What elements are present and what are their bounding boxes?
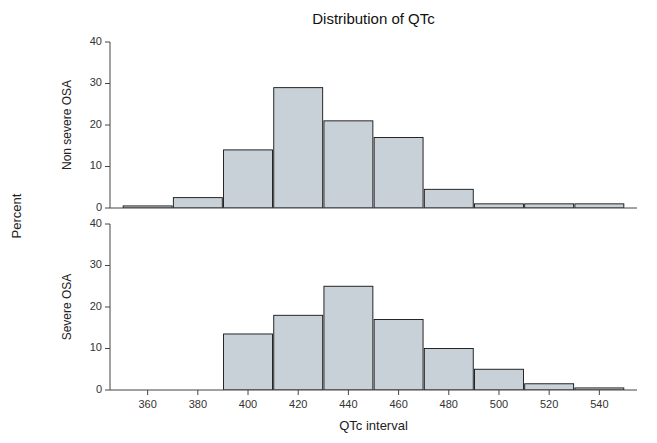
x-tick-label: 480 bbox=[440, 398, 458, 410]
bar bbox=[475, 369, 524, 390]
y-tick bbox=[105, 265, 110, 266]
y-tick-label: 0 bbox=[96, 201, 102, 213]
chart: 0 10 20 30 40 Non severe OSA Distribution of Q… bbox=[0, 0, 657, 443]
x-tick-label: 540 bbox=[590, 398, 608, 410]
bar bbox=[525, 384, 574, 390]
x-tick bbox=[448, 390, 449, 395]
bar bbox=[324, 121, 373, 208]
bars bbox=[123, 88, 624, 208]
panel-0: 0 10 20 30 40 Non severe OSA bbox=[60, 35, 637, 213]
bar bbox=[575, 204, 624, 208]
y-tick-label: 40 bbox=[90, 217, 102, 229]
x-tick-label: 440 bbox=[339, 398, 357, 410]
x-tick-label: 500 bbox=[490, 398, 508, 410]
y-tick bbox=[105, 42, 110, 43]
y-tick-label: 20 bbox=[90, 118, 102, 130]
y-tick bbox=[105, 390, 110, 391]
panel-1: 0 10 20 30 40 360 380 400 420 440 460 480 500 520 540 S… bbox=[60, 217, 637, 410]
x-tick bbox=[599, 390, 600, 395]
x-tick bbox=[348, 390, 349, 395]
y-axis-line bbox=[110, 224, 111, 390]
y-tick bbox=[105, 208, 110, 209]
x-tick-label: 460 bbox=[389, 398, 407, 410]
bar bbox=[274, 88, 323, 208]
x-tick bbox=[398, 390, 399, 395]
y-tick-label: 20 bbox=[90, 300, 102, 312]
x-tick-label: 360 bbox=[138, 398, 156, 410]
panel-label: Severe OSA bbox=[60, 274, 74, 341]
x-tick bbox=[197, 390, 198, 395]
x-axis-label: QTc interval bbox=[339, 418, 408, 433]
y-tick-label: 0 bbox=[96, 383, 102, 395]
bars bbox=[224, 286, 624, 390]
x-tick-label: 420 bbox=[289, 398, 307, 410]
y-tick bbox=[105, 166, 110, 167]
x-tick-label: 400 bbox=[239, 398, 257, 410]
x-tick bbox=[147, 390, 148, 395]
y-tick bbox=[105, 83, 110, 84]
y-tick-label: 10 bbox=[90, 341, 102, 353]
y-tick bbox=[105, 348, 110, 349]
y-axis-label: Percent bbox=[9, 193, 24, 238]
x-tick-label: 520 bbox=[540, 398, 558, 410]
y-tick-label: 30 bbox=[90, 258, 102, 270]
y-axis-line bbox=[110, 42, 111, 208]
y-tick-label: 40 bbox=[90, 35, 102, 47]
title: Distribution of QTc bbox=[312, 10, 435, 27]
bar bbox=[224, 334, 273, 390]
bar bbox=[324, 286, 373, 390]
bar bbox=[274, 315, 323, 390]
bar bbox=[424, 189, 473, 208]
y-tick bbox=[105, 125, 110, 126]
x-tick-label: 380 bbox=[189, 398, 207, 410]
bar bbox=[525, 204, 574, 208]
bar bbox=[374, 319, 423, 390]
bar bbox=[224, 150, 273, 208]
x-axis-line bbox=[110, 390, 637, 391]
y-tick-label: 10 bbox=[90, 159, 102, 171]
x-tick bbox=[498, 390, 499, 395]
bar bbox=[475, 204, 524, 208]
bar bbox=[173, 198, 222, 208]
bar bbox=[424, 349, 473, 391]
x-tick bbox=[248, 390, 249, 395]
y-tick-label: 30 bbox=[90, 76, 102, 88]
y-tick bbox=[105, 307, 110, 308]
y-tick bbox=[105, 224, 110, 225]
x-axis-line bbox=[110, 208, 637, 209]
x-tick bbox=[549, 390, 550, 395]
bar bbox=[374, 137, 423, 208]
x-tick bbox=[298, 390, 299, 395]
panel-label: Non severe OSA bbox=[60, 80, 74, 170]
